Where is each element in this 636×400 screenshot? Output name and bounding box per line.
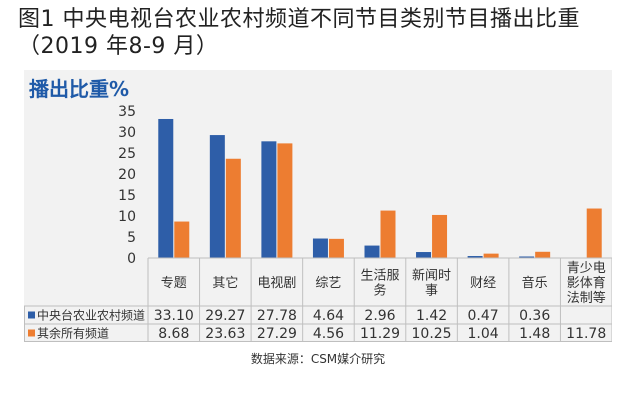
data-label: 0.36	[519, 308, 550, 324]
x-category-label: 影体育	[567, 275, 606, 291]
x-category-label: 专题	[161, 276, 187, 291]
data-label: 33.10	[154, 308, 194, 324]
data-label: 1.48	[519, 326, 550, 342]
x-category-label: 法制等	[567, 290, 606, 306]
data-label: 10.25	[412, 326, 452, 342]
legend-label: 其余所有频道	[37, 326, 109, 341]
x-category-label: 音乐	[522, 275, 548, 291]
bar-others	[483, 253, 499, 258]
y-tick-label: 15	[118, 188, 136, 204]
y-tick-label: 35	[118, 104, 136, 120]
x-category-label: 电视剧	[257, 276, 296, 291]
bar-cctv17	[364, 245, 380, 258]
y-tick-label: 10	[118, 209, 136, 225]
bar-cctv17	[261, 141, 277, 258]
bar-others	[586, 208, 602, 258]
bar-cctv17	[416, 252, 432, 258]
data-label: 11.78	[566, 326, 606, 342]
data-label: 23.63	[205, 326, 245, 342]
bar-cctv17	[209, 135, 225, 258]
y-tick-label: 30	[118, 125, 136, 141]
bar-cctv17	[519, 256, 535, 258]
bar-others	[174, 221, 190, 258]
bar-others	[277, 143, 293, 258]
bar-others	[535, 251, 551, 258]
x-category-label: 新闻时	[412, 268, 451, 284]
bar-others	[432, 214, 448, 258]
bar-others	[380, 210, 396, 258]
y-tick-label: 0	[127, 251, 136, 267]
x-category-label: 事	[425, 284, 438, 299]
x-category-label: 财经	[470, 276, 496, 291]
bar-others	[225, 158, 241, 258]
data-label: 2.96	[364, 308, 395, 324]
data-label: 1.42	[416, 308, 447, 324]
chart-panel: 播出比重% 0 5 10 15 20 25 30 35 专题 其它 电视剧 综艺 生活服务 新闻时事 财经 音…	[24, 70, 612, 342]
x-category-label: 综艺	[315, 276, 341, 291]
data-label: 4.64	[313, 308, 344, 324]
bar-cctv17	[312, 238, 328, 258]
source-note: 数据来源：CSM媒介研究	[250, 352, 386, 366]
data-label: 27.29	[257, 326, 297, 342]
data-label: 8.68	[158, 326, 189, 342]
data-label: 29.27	[205, 308, 245, 324]
data-label: 27.78	[257, 308, 297, 324]
data-label: 1.04	[468, 326, 499, 342]
x-category-label: 其它	[212, 275, 238, 291]
bar-others	[328, 238, 344, 258]
data-label: 4.56	[313, 326, 344, 342]
legend-swatch	[28, 311, 35, 319]
y-tick-label: 20	[118, 167, 136, 183]
legend-swatch	[28, 329, 35, 337]
y-tick-label: 25	[118, 146, 136, 162]
page-title: 图1 中央电视台农业农村频道不同节目类别节目播出比重（2019 年8-9 月）	[18, 7, 580, 59]
legend-label: 中央台农业农村频道	[37, 308, 145, 323]
bar-cctv17	[467, 256, 483, 258]
x-category-label: 青少电	[567, 261, 606, 276]
x-category-label: 生活服	[360, 269, 399, 284]
data-label: 0.47	[468, 308, 499, 324]
data-label: 11.29	[360, 326, 400, 342]
chart-title: 播出比重%	[29, 77, 130, 101]
bar-cctv17	[158, 118, 174, 258]
y-tick-label: 5	[127, 230, 136, 246]
x-category-label: 务	[373, 283, 386, 299]
